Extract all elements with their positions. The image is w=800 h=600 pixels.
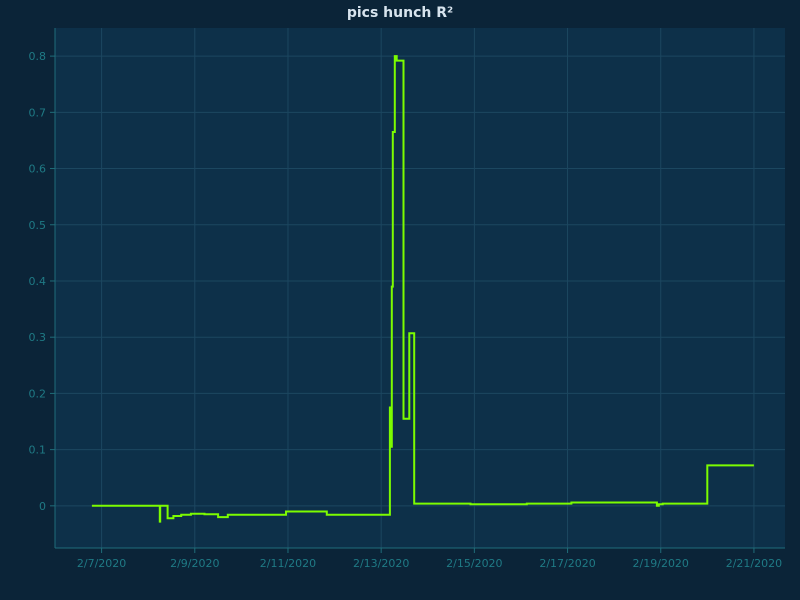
y-tick-label: 0 — [39, 500, 46, 513]
x-tick-label: 2/13/2020 — [353, 557, 409, 570]
y-tick-label: 0.8 — [29, 50, 47, 63]
plot-area — [55, 28, 785, 548]
y-tick-label: 0.7 — [29, 106, 47, 119]
x-tick-label: 2/19/2020 — [633, 557, 689, 570]
x-tick-label: 2/21/2020 — [726, 557, 782, 570]
y-tick-label: 0.1 — [29, 444, 47, 457]
chart-title: pics hunch R² — [347, 5, 453, 21]
y-tick-label: 0.4 — [29, 275, 47, 288]
y-tick-label: 0.2 — [29, 387, 47, 400]
y-tick-label: 0.6 — [29, 163, 47, 176]
axis-layer: 0 0.1 0.2 0.3 0.4 0.5 0.6 0.7 0.8 2/7/2020 2/9/202… — [29, 28, 785, 570]
series-layer — [91, 55, 754, 523]
y-tick-label: 0.5 — [29, 219, 47, 232]
series-line — [91, 55, 754, 523]
x-tick-label: 2/17/2020 — [539, 557, 595, 570]
x-tick-label: 2/9/2020 — [170, 557, 219, 570]
x-tick-label: 2/15/2020 — [446, 557, 502, 570]
x-tick-label: 2/7/2020 — [77, 557, 126, 570]
y-tick-label: 0.3 — [29, 331, 47, 344]
x-tick-label: 2/11/2020 — [260, 557, 316, 570]
grid-layer — [55, 28, 785, 548]
